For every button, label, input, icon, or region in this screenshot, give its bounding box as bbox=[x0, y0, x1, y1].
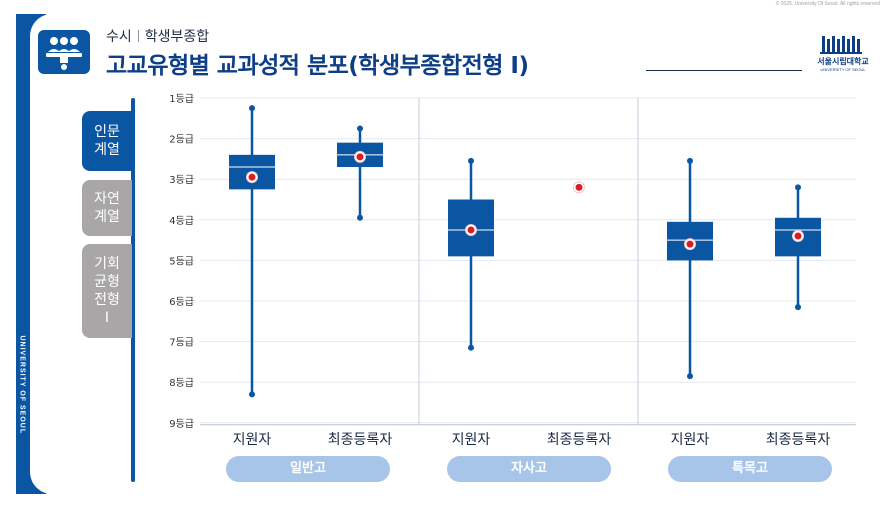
x-category-label: 지원자 bbox=[452, 432, 491, 448]
y-tick-label: 3등급 bbox=[169, 174, 194, 186]
university-name: 서울시립대학교 bbox=[817, 57, 869, 66]
subcategory-label: 학생부종합 bbox=[144, 29, 210, 45]
mean-marker bbox=[356, 153, 364, 161]
y-tick-label: 4등급 bbox=[169, 215, 194, 227]
x-category-label: 지원자 bbox=[233, 432, 272, 448]
y-tick-label: 8등급 bbox=[169, 377, 194, 389]
university-logo bbox=[812, 34, 874, 76]
whisker-max-cap bbox=[249, 391, 255, 398]
mean-marker bbox=[575, 183, 583, 191]
page-subtitle: 수시 학생부종합 bbox=[106, 26, 209, 46]
x-category-label: 최종등록자 bbox=[547, 432, 612, 448]
whisker-min-cap bbox=[687, 157, 693, 164]
mean-marker bbox=[686, 240, 694, 248]
tab-natural-sciences[interactable]: 자연 계열 bbox=[82, 180, 132, 236]
y-tick-label: 6등급 bbox=[169, 296, 194, 308]
y-tick-label: 9등급 bbox=[169, 418, 194, 430]
y-tick-label: 5등급 bbox=[169, 255, 194, 267]
mean-marker bbox=[248, 173, 256, 181]
x-category-label: 최종등록자 bbox=[328, 432, 393, 448]
subtitle-divider bbox=[137, 30, 139, 42]
left-curve-panel bbox=[30, 14, 70, 494]
mean-marker bbox=[794, 232, 802, 240]
tab-humanities-label: 인문 계열 bbox=[94, 124, 120, 158]
tabs-rail bbox=[131, 98, 135, 482]
y-tick-label: 7등급 bbox=[169, 337, 194, 349]
whisker-max-cap bbox=[795, 304, 801, 311]
y-tick-label: 1등급 bbox=[169, 93, 194, 105]
x-category-label: 지원자 bbox=[671, 432, 710, 448]
title-underline bbox=[646, 70, 802, 71]
tab-opportunity-balance-label: 기회 균형 전형 Ⅰ bbox=[94, 256, 120, 326]
meeting-icon bbox=[38, 30, 90, 74]
tab-opportunity-balance[interactable]: 기회 균형 전형 Ⅰ bbox=[82, 244, 132, 338]
whisker-min-cap bbox=[249, 105, 255, 112]
x-category-label: 최종등록자 bbox=[766, 432, 831, 448]
whisker-min-cap bbox=[357, 125, 363, 132]
y-tick-label: 2등급 bbox=[169, 134, 194, 146]
group-pill-general-high: 일반고 bbox=[226, 456, 390, 482]
mean-marker bbox=[467, 226, 475, 234]
group-pill-special-purpose: 특목고 bbox=[668, 456, 832, 482]
university-name-english: UNIVERSITY OF SEOUL bbox=[820, 67, 866, 72]
whisker-min-cap bbox=[795, 184, 801, 191]
tab-humanities[interactable]: 인문 계열 bbox=[82, 111, 132, 171]
whisker-max-cap bbox=[468, 344, 474, 351]
whisker-max-cap bbox=[357, 214, 363, 221]
tab-natural-sciences-label: 자연 계열 bbox=[94, 191, 120, 225]
group-pill-autonomous-private: 자사고 bbox=[447, 456, 611, 482]
whisker-max-cap bbox=[687, 373, 693, 380]
category-label: 수시 bbox=[106, 29, 132, 45]
page-title: 고교유형별 교과성적 분포(학생부종합전형 I) bbox=[106, 53, 529, 79]
whisker-min-cap bbox=[468, 157, 474, 164]
copyright-text: © 2025. University Of Seoul. All rights … bbox=[775, 1, 880, 7]
